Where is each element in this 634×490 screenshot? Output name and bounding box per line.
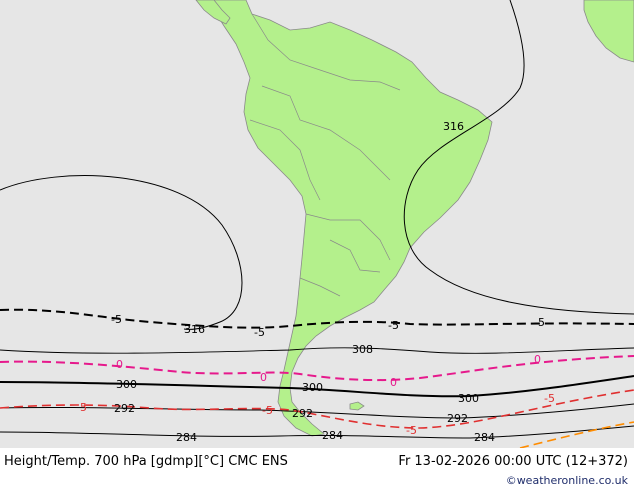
valid-time: Fr 13-02-2026 00:00 UTC (12+372) bbox=[398, 454, 628, 469]
height-label: 308 bbox=[352, 343, 373, 356]
contour-316-west bbox=[0, 175, 243, 330]
height-label: 284 bbox=[176, 431, 197, 444]
height-label: 300 bbox=[116, 378, 137, 391]
contour-284 bbox=[0, 425, 634, 439]
temp-label: 5 bbox=[80, 401, 87, 414]
temp-label: 0 bbox=[390, 376, 397, 389]
temp-label: -5 bbox=[534, 316, 545, 329]
height-label: 300 bbox=[458, 392, 479, 405]
credit-link[interactable]: ©weatheronline.co.uk bbox=[505, 474, 628, 487]
temp-label: 0 bbox=[116, 358, 123, 371]
height-label: 284 bbox=[322, 429, 343, 442]
map-title: Height/Temp. 700 hPa [gdmp][°C] CMC ENS bbox=[4, 454, 288, 469]
temp-label: -5 bbox=[544, 392, 555, 405]
height-labels: 316 316 308 300 300 300 292 292 292 284 … bbox=[114, 120, 495, 444]
south-america-land bbox=[211, 0, 493, 437]
map-footer: Height/Temp. 700 hPa [gdmp][°C] CMC ENS … bbox=[0, 448, 634, 490]
temp-label: -5 bbox=[111, 313, 122, 326]
isotherm-0 bbox=[0, 355, 634, 382]
africa-land bbox=[583, 0, 634, 63]
isotherm-minus5-south bbox=[519, 421, 634, 449]
isotherm-minus5 bbox=[0, 308, 634, 329]
height-label: 292 bbox=[447, 412, 468, 425]
central-america-land bbox=[195, 0, 231, 25]
height-label: 300 bbox=[302, 381, 323, 394]
contour-316-east bbox=[403, 0, 634, 315]
temperature-labels: -5 -5 -5 -5 0 0 0 0 5 -5 -5 -5 bbox=[80, 313, 555, 437]
height-label: 316 bbox=[184, 323, 205, 336]
height-label: 292 bbox=[292, 407, 313, 420]
contour-308 bbox=[0, 347, 634, 354]
height-label: 316 bbox=[443, 120, 464, 133]
isotherm-5 bbox=[0, 389, 634, 429]
contour-292 bbox=[0, 403, 634, 419]
temp-label: -5 bbox=[262, 404, 273, 417]
temp-label: -5 bbox=[406, 424, 417, 437]
height-contours bbox=[0, 0, 634, 439]
country-borders bbox=[249, 13, 401, 297]
temp-label: -5 bbox=[388, 319, 399, 332]
contour-300 bbox=[0, 375, 634, 398]
height-label: 284 bbox=[474, 431, 495, 444]
temp-label: 0 bbox=[260, 371, 267, 384]
temp-label: -5 bbox=[254, 326, 265, 339]
falklands-land bbox=[349, 401, 365, 411]
temp-label: 0 bbox=[534, 353, 541, 366]
height-label: 292 bbox=[114, 402, 135, 415]
